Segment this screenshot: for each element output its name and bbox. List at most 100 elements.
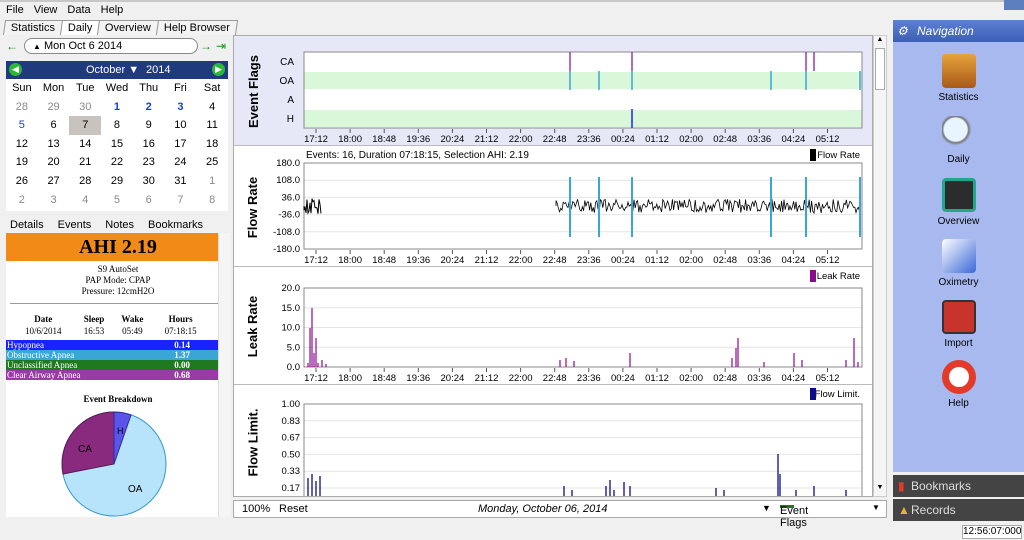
navigation-header: ⚙ Navigation bbox=[893, 20, 1024, 42]
nav-daily[interactable]: Daily bbox=[893, 116, 1024, 165]
graph-scrollbar[interactable]: ▲ ▼ bbox=[873, 35, 887, 497]
tab-bookmarks[interactable]: Bookmarks bbox=[148, 217, 203, 233]
calendar-day[interactable]: 16 bbox=[133, 135, 165, 154]
event-breakdown-pie: CA H OA bbox=[6, 404, 218, 517]
calendar-day[interactable]: 6 bbox=[38, 116, 70, 135]
nav-import[interactable]: Import bbox=[893, 300, 1024, 349]
calendar-day[interactable]: 5 bbox=[101, 191, 133, 210]
y-tick-label: 0.83 bbox=[282, 416, 301, 427]
menu-file[interactable]: File bbox=[6, 2, 24, 18]
calendar-day[interactable]: 17 bbox=[165, 135, 197, 154]
calendar-day[interactable]: 21 bbox=[69, 153, 101, 172]
calendar-day[interactable]: 6 bbox=[133, 191, 165, 210]
weekday-header: Thu bbox=[133, 79, 165, 98]
flag-band bbox=[304, 110, 862, 127]
details-scrollbar[interactable] bbox=[218, 233, 230, 517]
calendar-day[interactable]: 9 bbox=[133, 116, 165, 135]
date-navigation: ← ▲ Mon Oct 6 2014 → ⇥ bbox=[4, 38, 230, 54]
scroll-thumb[interactable] bbox=[875, 48, 885, 90]
calendar-day[interactable]: 19 bbox=[6, 153, 38, 172]
calendar-day[interactable]: 30 bbox=[69, 98, 101, 117]
calendar-day[interactable]: 8 bbox=[101, 116, 133, 135]
dropdown-icon[interactable]: ▼ bbox=[872, 503, 880, 512]
calendar-day[interactable]: 4 bbox=[196, 98, 228, 117]
tab-overview[interactable]: Overview bbox=[97, 20, 159, 35]
calendar-day[interactable]: 10 bbox=[165, 116, 197, 135]
calendar-day[interactable]: 30 bbox=[133, 172, 165, 191]
nav-statistics[interactable]: Statistics bbox=[893, 54, 1024, 103]
calendar-day[interactable]: 20 bbox=[38, 153, 70, 172]
legend-label: Flow Rate bbox=[817, 150, 860, 161]
event-name: Clear Airway Apnea bbox=[7, 370, 80, 380]
prev-month-icon[interactable]: ◀ bbox=[9, 63, 22, 76]
calendar-day[interactable]: 18 bbox=[196, 135, 228, 154]
menu-data[interactable]: Data bbox=[67, 2, 90, 18]
calendar-day[interactable]: 7 bbox=[69, 116, 101, 135]
calendar-day[interactable]: 1 bbox=[101, 98, 133, 117]
calendar-day[interactable]: 29 bbox=[38, 98, 70, 117]
collapse-icon: ▲ bbox=[33, 42, 41, 51]
tab-daily[interactable]: Daily bbox=[60, 20, 101, 35]
calendar-day[interactable]: 4 bbox=[69, 191, 101, 210]
event-index-row: Hypopnea 0.14 bbox=[6, 340, 230, 350]
window-control[interactable] bbox=[1004, 0, 1024, 10]
calendar-day[interactable]: 31 bbox=[165, 172, 197, 191]
next-month-icon[interactable]: ▶ bbox=[212, 63, 225, 76]
event-name: Hypopnea bbox=[7, 340, 44, 350]
x-tick-label: 22:00 bbox=[509, 255, 533, 266]
calendar-day[interactable]: 5 bbox=[6, 116, 38, 135]
calendar-day[interactable]: 2 bbox=[133, 98, 165, 117]
x-tick-label: 20:24 bbox=[441, 373, 465, 384]
calendar-day[interactable]: 15 bbox=[101, 135, 133, 154]
x-tick-label: 20:24 bbox=[441, 255, 465, 266]
y-tick-label: 180.0 bbox=[276, 158, 300, 169]
calendar-day[interactable]: 25 bbox=[196, 153, 228, 172]
calendar-day[interactable]: 3 bbox=[165, 98, 197, 117]
scroll-up-icon[interactable]: ▲ bbox=[874, 36, 886, 48]
calendar-day[interactable]: 2 bbox=[6, 191, 38, 210]
tab-details[interactable]: Details bbox=[10, 217, 44, 233]
tab-statistics[interactable]: Statistics bbox=[3, 20, 63, 35]
prev-day-arrow-icon[interactable]: ← bbox=[6, 38, 18, 54]
calendar-day[interactable]: 29 bbox=[101, 172, 133, 191]
x-tick-label: 02:48 bbox=[713, 373, 737, 384]
calendar-day[interactable]: 27 bbox=[38, 172, 70, 191]
calendar-day[interactable]: 11 bbox=[196, 116, 228, 135]
calendar-day[interactable]: 24 bbox=[165, 153, 197, 172]
date-picker[interactable]: ▲ Mon Oct 6 2014 bbox=[24, 38, 198, 54]
x-tick-label: 01:12 bbox=[645, 373, 669, 384]
calendar-day[interactable]: 12 bbox=[6, 135, 38, 154]
x-tick-label: 17:12 bbox=[304, 134, 328, 145]
nav-oximetry[interactable]: Oximetry bbox=[893, 239, 1024, 288]
menu-view[interactable]: View bbox=[34, 2, 58, 18]
year-select[interactable]: 2014 bbox=[146, 64, 170, 76]
calendar-day[interactable]: 22 bbox=[101, 153, 133, 172]
last-day-arrow-icon[interactable]: ⇥ bbox=[216, 38, 226, 54]
calendar-day[interactable]: 13 bbox=[38, 135, 70, 154]
reset-button[interactable]: Reset bbox=[279, 503, 308, 515]
calendar-day[interactable]: 26 bbox=[6, 172, 38, 191]
next-day-arrow-icon[interactable]: → bbox=[200, 38, 212, 54]
tab-help-browser[interactable]: Help Browser bbox=[156, 20, 238, 35]
month-select[interactable]: October ▼ bbox=[86, 64, 139, 76]
calendar-day[interactable]: 28 bbox=[6, 98, 38, 117]
calendar-day[interactable]: 3 bbox=[38, 191, 70, 210]
pressure: Pressure: 12cmH2O bbox=[6, 286, 230, 297]
calendar-day[interactable]: 14 bbox=[69, 135, 101, 154]
bookmarks-section[interactable]: ▮ Bookmarks bbox=[893, 475, 1024, 497]
nav-help[interactable]: Help bbox=[893, 360, 1024, 409]
calendar-day[interactable]: 1 bbox=[196, 172, 228, 191]
calendar-day[interactable]: 8 bbox=[196, 191, 228, 210]
event-name: Unclassified Apnea bbox=[7, 360, 77, 370]
tab-notes[interactable]: Notes bbox=[105, 217, 134, 233]
col-sleep: Sleep bbox=[76, 314, 111, 324]
calendar-day[interactable]: 23 bbox=[133, 153, 165, 172]
records-section[interactable]: ▲ Records bbox=[893, 499, 1024, 521]
tab-events[interactable]: Events bbox=[58, 217, 92, 233]
calendar-day[interactable]: 28 bbox=[69, 172, 101, 191]
nav-overview[interactable]: Overview bbox=[893, 178, 1024, 227]
dropdown-icon[interactable]: ▼ bbox=[762, 503, 771, 513]
calendar-day[interactable]: 7 bbox=[165, 191, 197, 210]
menu-help[interactable]: Help bbox=[101, 2, 124, 18]
scroll-down-icon[interactable]: ▼ bbox=[874, 484, 886, 496]
